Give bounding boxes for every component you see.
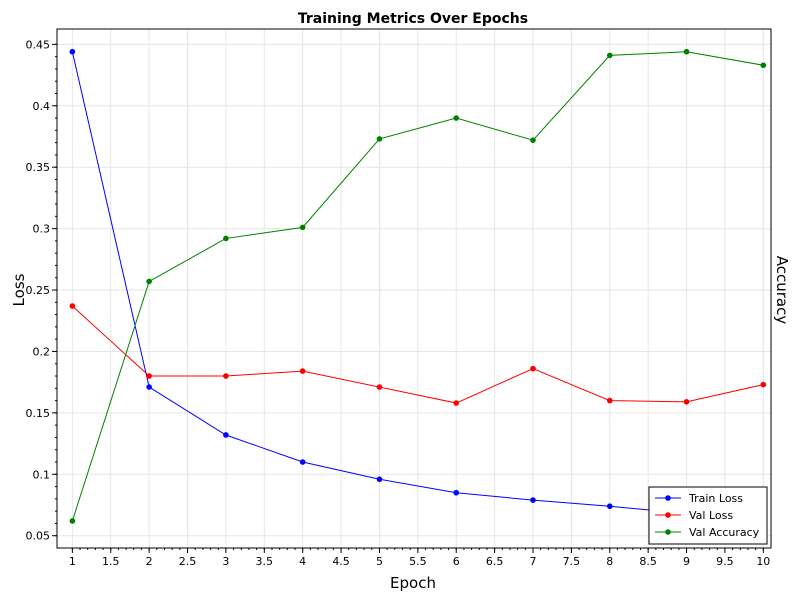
- y-axis-title: Loss: [10, 273, 28, 306]
- data-point-val-accuracy: [530, 137, 536, 143]
- data-point-val-accuracy: [299, 224, 306, 231]
- legend-swatch-marker: [665, 495, 671, 501]
- legend-item-val-loss: Val Loss: [655, 509, 733, 522]
- data-point-train-loss: [69, 48, 76, 55]
- x-tick-label: 1.5: [102, 555, 120, 568]
- grid-lines: [57, 29, 771, 548]
- axis-ticks: 1 1.5 2 2.5 3 3.5 4 4.5 5 5.5 6 6.5 7 7.5 8 8.5 9 9.5 10 0.…: [26, 38, 771, 568]
- x-tick-label: 5.5: [409, 555, 427, 568]
- legend-label: Val Loss: [689, 509, 733, 522]
- legend-item-train-loss: Train Loss: [655, 492, 743, 505]
- y-tick-label: 0.35: [26, 161, 51, 174]
- series-line-train-loss: [71, 51, 764, 518]
- legend-label: Val Accuracy: [689, 526, 760, 539]
- legend-item-val-accuracy: Val Accuracy: [655, 526, 760, 539]
- x-tick-label: 5: [376, 555, 383, 568]
- y-tick-label: 0.25: [26, 284, 51, 297]
- data-point-val-loss: [146, 373, 152, 379]
- y-tick-label: 0.15: [26, 407, 51, 420]
- series-val-accuracy: [69, 48, 767, 524]
- x-tick-label: 4.5: [332, 555, 350, 568]
- data-point-val-accuracy: [683, 48, 690, 55]
- x-tick-label: 6.5: [486, 555, 504, 568]
- x-tick-label: 2: [146, 555, 153, 568]
- plot-area-frame: [56, 28, 772, 549]
- data-point-train-loss: [299, 459, 306, 465]
- data-point-val-accuracy: [606, 52, 613, 59]
- y-tick-label: 0.2: [33, 345, 51, 358]
- data-point-train-loss: [606, 503, 613, 510]
- data-point-train-loss: [530, 497, 536, 503]
- series-val-loss: [69, 303, 767, 406]
- chart-title: Training Metrics Over Epochs: [298, 11, 528, 27]
- legend: Train Loss Val Loss Val Accuracy: [648, 486, 768, 545]
- x-tick-label: 8.5: [639, 555, 657, 568]
- y-tick-label: 0.1: [33, 468, 51, 481]
- x-tick-label: 3: [222, 555, 229, 568]
- x-tick-label: 3.5: [256, 555, 274, 568]
- x-tick-label: 9.5: [716, 555, 734, 568]
- x-tick-label: 9: [683, 555, 690, 568]
- x-tick-label: 7: [530, 555, 537, 568]
- x-axis-title: Epoch: [390, 574, 436, 592]
- legend-swatch-marker: [665, 529, 671, 535]
- y-tick-label: 0.45: [26, 38, 51, 51]
- data-point-val-accuracy: [453, 115, 460, 121]
- x-tick-label: 4: [299, 555, 306, 568]
- x-tick-label: 6: [453, 555, 460, 568]
- data-point-val-loss: [299, 368, 306, 374]
- series-line-val-accuracy: [71, 51, 764, 522]
- data-point-val-accuracy: [376, 136, 383, 142]
- y2-axis-title: Accuracy: [773, 256, 791, 325]
- y-tick-label: 0.3: [33, 223, 51, 236]
- legend-swatch-marker: [665, 512, 671, 518]
- data-point-val-loss: [606, 397, 613, 404]
- y-tick-label: 0.4: [33, 100, 51, 113]
- y-tick-label: 0.05: [26, 530, 51, 543]
- data-point-val-accuracy: [223, 235, 229, 242]
- legend-label: Train Loss: [688, 492, 743, 505]
- x-tick-label: 10: [756, 555, 770, 568]
- data-point-train-loss: [223, 432, 229, 438]
- data-point-val-accuracy: [69, 518, 76, 524]
- series-line-val-loss: [72, 305, 764, 404]
- x-tick-label: 1: [69, 555, 76, 568]
- data-point-val-loss: [376, 384, 383, 390]
- data-point-val-loss: [453, 400, 460, 406]
- data-point-val-accuracy: [146, 278, 152, 285]
- data-point-train-loss: [146, 384, 152, 390]
- data-point-val-loss: [530, 365, 536, 372]
- data-point-val-loss: [760, 381, 767, 388]
- data-point-train-loss: [376, 476, 383, 483]
- data-point-val-loss: [223, 373, 229, 379]
- data-point-val-loss: [69, 303, 76, 309]
- x-tick-label: 8: [606, 555, 613, 568]
- x-tick-label: 2.5: [179, 555, 197, 568]
- data-point-val-loss: [683, 399, 690, 405]
- data-point-train-loss: [453, 489, 460, 496]
- data-point-val-accuracy: [760, 62, 767, 69]
- x-tick-label: 7.5: [563, 555, 581, 568]
- series-group: [69, 48, 767, 524]
